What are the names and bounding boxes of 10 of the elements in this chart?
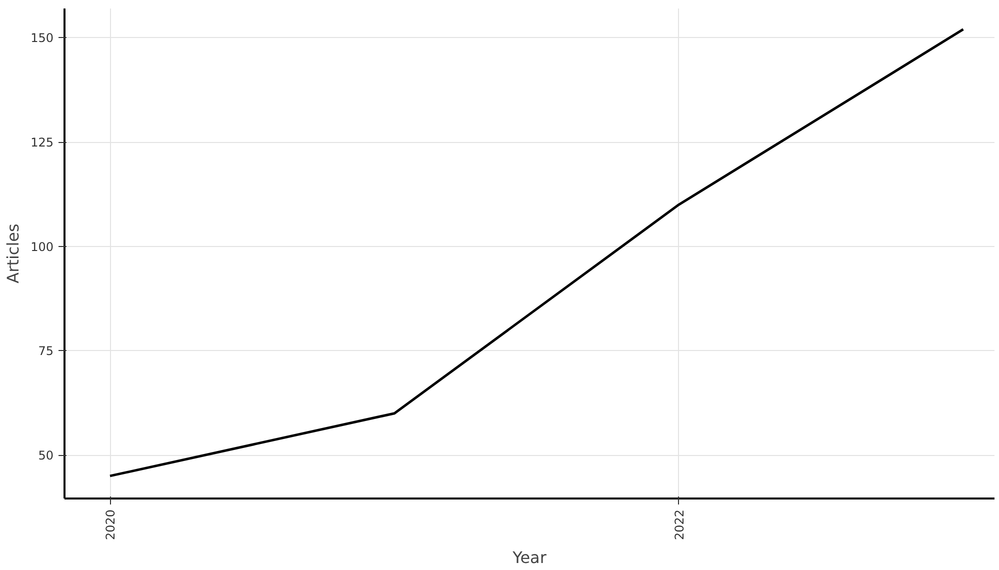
y-tick-label: 75: [38, 344, 54, 358]
x-tick-label: 2022: [672, 509, 686, 540]
y-axis-title: Articles: [4, 224, 23, 284]
y-tick-label: 150: [30, 31, 54, 46]
line-series: [108, 28, 964, 478]
x-axis-title: Year: [512, 548, 547, 568]
x-tick-label: 2020: [104, 509, 118, 540]
y-tick-label: 50: [38, 448, 54, 463]
y-tick-label: 100: [30, 240, 54, 254]
y-tick-label: 125: [30, 136, 54, 150]
